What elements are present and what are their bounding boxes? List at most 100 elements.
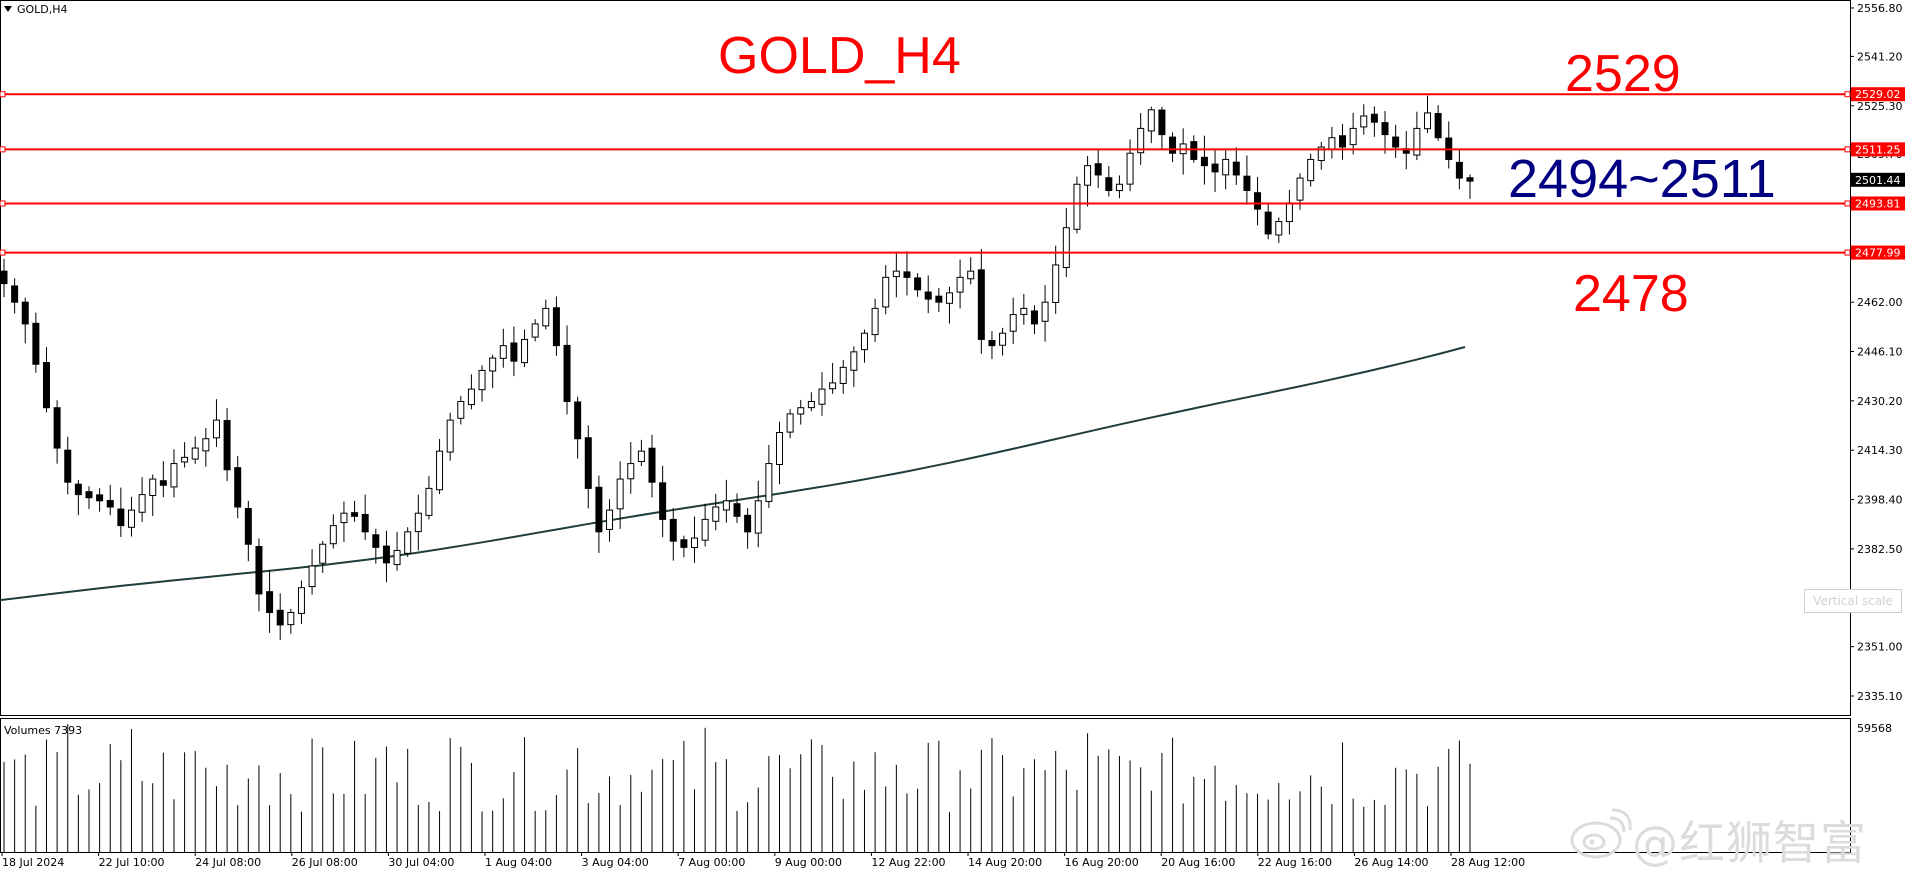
candle-up xyxy=(786,413,794,433)
candle-up xyxy=(722,500,730,511)
price-tick-label: 2525.30 xyxy=(1857,100,1903,113)
candle-down xyxy=(159,480,167,486)
time-tick-label: 28 Aug 12:00 xyxy=(1451,856,1525,869)
candle-down xyxy=(1232,161,1240,176)
volume-label: Volumes 7393 xyxy=(4,724,83,737)
candle-up xyxy=(892,270,900,278)
candle-down xyxy=(1105,177,1113,191)
candle-up xyxy=(308,565,316,588)
price-tick-label: 2430.20 xyxy=(1857,395,1903,408)
symbol-label[interactable]: GOLD,H4 xyxy=(4,3,68,16)
time-tick-label: 30 Jul 04:00 xyxy=(388,856,454,869)
candle-down xyxy=(935,295,943,303)
vertical-scale-button[interactable]: Vertical scale xyxy=(1804,589,1902,613)
candle-up xyxy=(1041,301,1049,322)
price-badge-label: 2501.44 xyxy=(1855,174,1901,187)
candle-down xyxy=(21,301,29,325)
candle-down xyxy=(1381,122,1389,136)
candle-up xyxy=(1084,165,1092,186)
candle-up xyxy=(1328,137,1336,150)
candle-up xyxy=(616,478,624,510)
candle-down xyxy=(1243,175,1251,191)
candle-up xyxy=(1349,127,1357,146)
candle-up xyxy=(1275,221,1283,236)
candle-down xyxy=(1455,161,1463,179)
candle-down xyxy=(361,513,369,533)
level-anchor-left xyxy=(0,249,6,256)
price-axis: 2556.802541.202525.302509.702493.812478.… xyxy=(1850,2,1905,703)
chart-frame xyxy=(0,0,1851,853)
candle-down xyxy=(266,591,274,614)
candle-down xyxy=(1190,141,1198,160)
candle-up xyxy=(446,419,454,453)
candle-up xyxy=(149,478,157,497)
candle-down xyxy=(32,322,40,365)
candle-down xyxy=(1211,163,1219,173)
time-tick-label: 3 Aug 04:00 xyxy=(582,856,649,869)
candle-up xyxy=(467,388,475,406)
candle-up xyxy=(319,543,327,564)
candle-up xyxy=(1222,158,1230,176)
candle-down xyxy=(244,507,252,545)
candle-down xyxy=(584,437,592,489)
candle-down xyxy=(1254,192,1262,210)
level-2478-annotation: 2478 xyxy=(1573,265,1689,323)
price-tick-label: 2462.00 xyxy=(1857,296,1903,309)
candle-up xyxy=(1052,264,1060,304)
volume-pane-border xyxy=(0,718,1851,853)
time-tick-label: 22 Aug 16:00 xyxy=(1258,856,1332,869)
candle-down xyxy=(914,277,922,291)
level-2529-annotation: 2529 xyxy=(1565,45,1681,103)
candle-down xyxy=(85,491,93,499)
price-badge xyxy=(1851,172,1905,187)
candle-down xyxy=(1434,113,1442,139)
level-anchor-right xyxy=(1844,200,1851,207)
candle-up xyxy=(956,276,964,293)
candle-up xyxy=(860,332,868,351)
candle-up xyxy=(181,456,189,463)
candle-up xyxy=(1424,112,1432,130)
time-tick-label: 9 Aug 00:00 xyxy=(775,856,842,869)
horizontal-levels xyxy=(0,91,1851,256)
candle-up xyxy=(202,438,210,452)
watermark-text: @红狮智富 xyxy=(1632,816,1867,870)
time-tick-label: 20 Aug 16:00 xyxy=(1161,856,1235,869)
candle-up xyxy=(882,276,890,308)
candle-down xyxy=(563,344,571,402)
candle-up xyxy=(1073,183,1081,230)
moving-average-line xyxy=(0,346,1466,602)
candle-up xyxy=(340,512,348,524)
level-anchor-right xyxy=(1844,146,1851,153)
level-anchor-left xyxy=(0,146,6,153)
candle-up xyxy=(871,307,879,336)
candle-up xyxy=(1413,127,1421,156)
candle-down xyxy=(1466,177,1474,182)
candle-up xyxy=(1009,314,1017,332)
candle-up xyxy=(329,525,337,545)
candle-up xyxy=(627,463,635,480)
candle-up xyxy=(1147,109,1155,132)
candle-up xyxy=(1307,158,1315,182)
candle-up xyxy=(212,419,220,439)
candle-up xyxy=(754,500,762,534)
candle-up xyxy=(1115,183,1123,192)
dropdown-triangle-icon[interactable] xyxy=(4,6,12,12)
candle-up xyxy=(170,463,178,488)
candle-up xyxy=(606,509,614,530)
candle-down xyxy=(1158,109,1166,136)
price-badge-label: 2493.81 xyxy=(1855,197,1901,210)
candle-down xyxy=(1169,136,1177,154)
candle-up xyxy=(191,447,199,460)
candle-down xyxy=(1339,135,1347,148)
candle-down xyxy=(669,518,677,542)
price-badge xyxy=(1851,245,1905,260)
candle-up xyxy=(818,388,826,405)
volume-histogram: 59568 xyxy=(3,722,1892,852)
moving-average-path xyxy=(0,346,1466,602)
candle-down xyxy=(106,499,114,508)
time-tick-label: 16 Aug 20:00 xyxy=(1065,856,1139,869)
candle-down xyxy=(924,291,932,300)
candle-up xyxy=(775,432,783,466)
candle-down xyxy=(648,447,656,483)
